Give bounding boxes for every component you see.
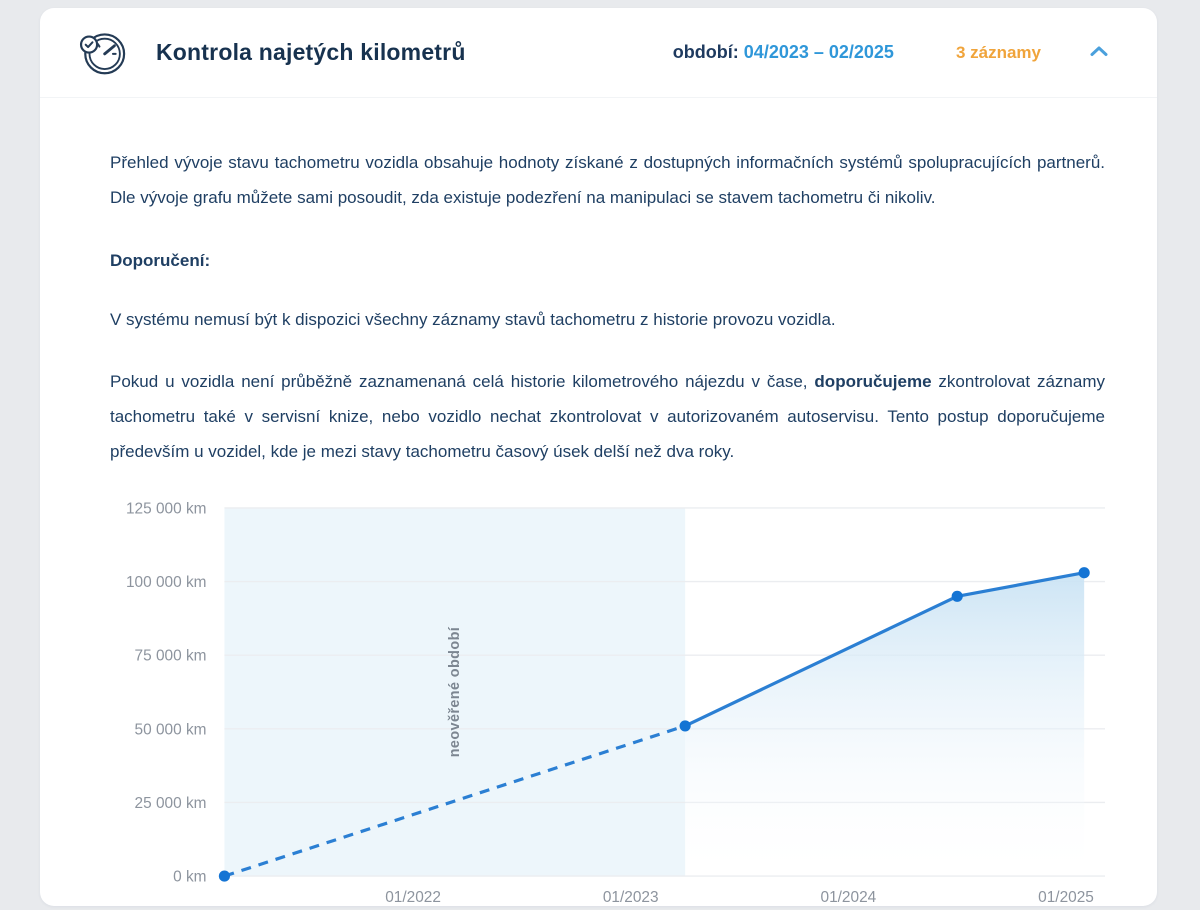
unverified-region — [224, 507, 686, 877]
x-tick-label: 01/2024 — [821, 889, 877, 906]
y-tick-label: 125 000 km — [126, 500, 207, 517]
page-title: Kontrola najetých kilometrů — [156, 39, 466, 65]
data-point-marker[interactable] — [679, 720, 691, 732]
records-count-badge: 3 záznamy — [955, 42, 1041, 62]
unverified-region-label: neověřené období — [447, 626, 463, 757]
trend-line-dashed — [223, 724, 686, 878]
paragraph-text: Pokud u vozidla není průběžně zaznamenan… — [110, 372, 815, 392]
y-tick-label: 100 000 km — [126, 574, 207, 591]
period-info: období: 04/2023 – 02/2025 — [673, 42, 894, 63]
recommendation-heading: Doporučení: — [110, 250, 211, 270]
data-point-marker[interactable] — [951, 590, 963, 602]
speedometer-check-icon — [76, 26, 130, 80]
period-label: období: — [672, 42, 739, 62]
period-value: 04/2023 – 02/2025 — [743, 42, 894, 62]
recommendation-paragraph-2: Pokud u vozidla není průběžně zaznamenan… — [110, 365, 1105, 470]
chevron-up-icon — [1089, 45, 1109, 61]
y-tick-label: 50 000 km — [135, 721, 207, 738]
paragraph-text: zkontrolovat záznamy tachometru také v s… — [110, 372, 1105, 462]
card-header: Kontrola najetých kilometrů období: 04/2… — [40, 8, 1157, 98]
x-tick-label: 01/2022 — [385, 889, 441, 906]
intro-paragraph: Přehled vývoje stavu tachometru vozidla … — [110, 153, 1105, 207]
y-tick-label: 75 000 km — [135, 648, 207, 665]
data-point-marker[interactable] — [218, 870, 230, 882]
card-body: Přehled vývoje stavu tachometru vozidla … — [40, 98, 1157, 906]
collapse-section-button[interactable] — [1085, 41, 1113, 65]
paragraph-bold-text: doporučujeme — [814, 372, 932, 392]
x-tick-label: 01/2025 — [1038, 889, 1094, 906]
area-fill — [685, 572, 1085, 877]
mileage-chart: 0 km 25 000 km 50 000 km 75 000 km 100 000 k… — [110, 498, 1105, 906]
y-tick-label: 0 km — [173, 868, 206, 885]
mileage-chart-svg: 0 km 25 000 km 50 000 km 75 000 km 100 000 k… — [126, 500, 1105, 906]
recommendation-paragraph-1: V systému nemusí být k dispozici všechny… — [110, 309, 836, 329]
mileage-check-card: Kontrola najetých kilometrů období: 04/2… — [40, 8, 1157, 906]
y-tick-label: 25 000 km — [135, 795, 207, 812]
x-tick-label: 01/2023 — [603, 889, 659, 906]
data-point-marker[interactable] — [1078, 567, 1090, 579]
